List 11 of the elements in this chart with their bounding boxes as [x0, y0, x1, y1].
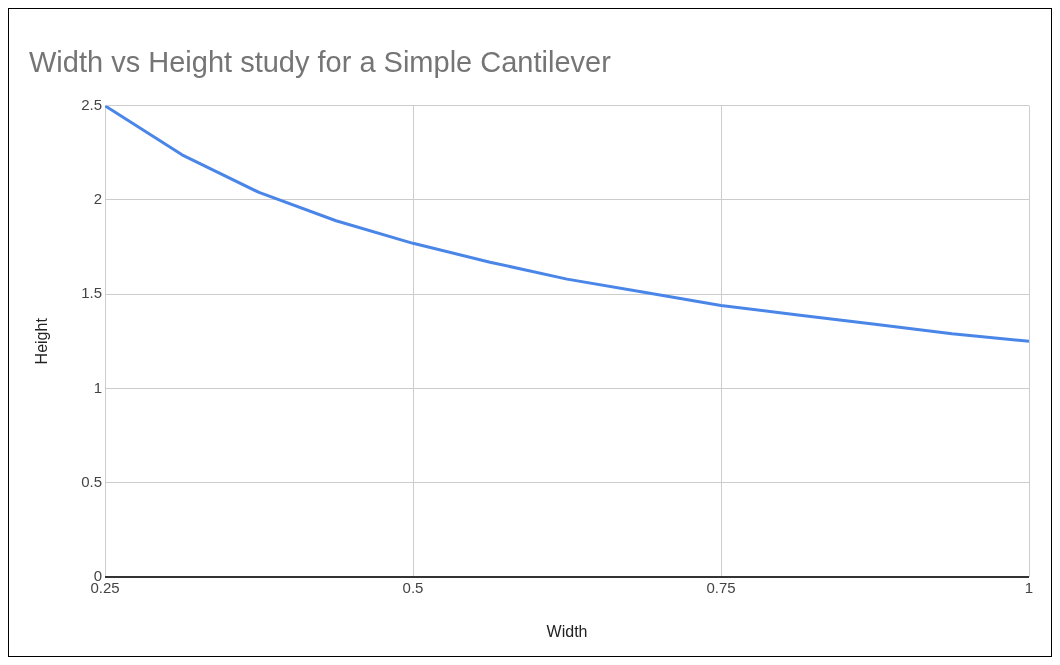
x-axis-title: Width: [546, 622, 588, 640]
y-tick-label: 2.5: [81, 95, 103, 113]
x-tick-label: 1: [1024, 578, 1034, 596]
chart-title: Width vs Height study for a Simple Cantilever: [29, 46, 612, 79]
y-tick-label: 0.5: [81, 472, 103, 490]
y-tick-label: 1.5: [81, 284, 103, 302]
y-tick-label: 1: [93, 378, 103, 396]
x-tick-label: 0.75: [706, 578, 736, 596]
y-axis-title: Height: [33, 317, 51, 365]
y-tick-label: 2: [93, 190, 103, 208]
x-tick-label: 0.5: [402, 578, 424, 596]
